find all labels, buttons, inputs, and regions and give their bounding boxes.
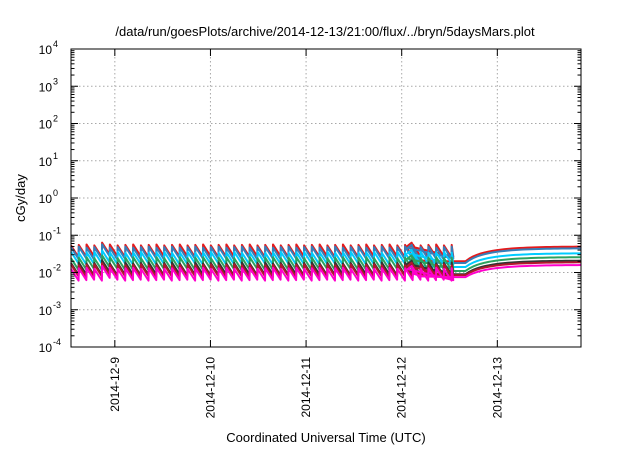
x-tick-label: 2014-12-13 [490, 357, 504, 419]
y-tick-label: 10 [39, 155, 53, 169]
chart-title: /data/run/goesPlots/archive/2014-12-13/2… [115, 24, 535, 39]
y-tick-exponent: -4 [53, 337, 61, 347]
y-tick-exponent: 3 [53, 76, 58, 86]
y-tick-label: 10 [39, 304, 53, 318]
y-tick-exponent: 1 [53, 151, 58, 161]
x-tick-label: 2014-12-10 [203, 357, 217, 419]
series-layer [70, 241, 582, 282]
y-tick-exponent: -1 [53, 225, 61, 235]
y-tick-label: 10 [39, 341, 53, 355]
x-tick-label: 2014-12-12 [395, 357, 409, 419]
x-axis-label: Coordinated Universal Time (UTC) [226, 430, 425, 445]
y-tick-exponent: 0 [53, 188, 58, 198]
y-tick-label: 10 [39, 43, 53, 57]
y-axis-label: cGy/day [13, 174, 28, 222]
y-tick-label: 10 [39, 229, 53, 243]
y-tick-exponent: 4 [53, 39, 58, 49]
y-tick-label: 10 [39, 80, 53, 94]
grid-layer [71, 49, 581, 347]
y-tick-label: 10 [39, 118, 53, 132]
y-tick-label: 10 [39, 267, 53, 281]
y-tick-exponent: -2 [53, 263, 61, 273]
y-tick-label: 10 [39, 192, 53, 206]
series-line [70, 264, 582, 282]
y-tick-exponent: 2 [53, 114, 58, 124]
y-tick-exponent: -3 [53, 300, 61, 310]
x-tick-label: 2014-12-9 [108, 357, 122, 412]
x-tick-label: 2014-12-11 [299, 357, 313, 418]
